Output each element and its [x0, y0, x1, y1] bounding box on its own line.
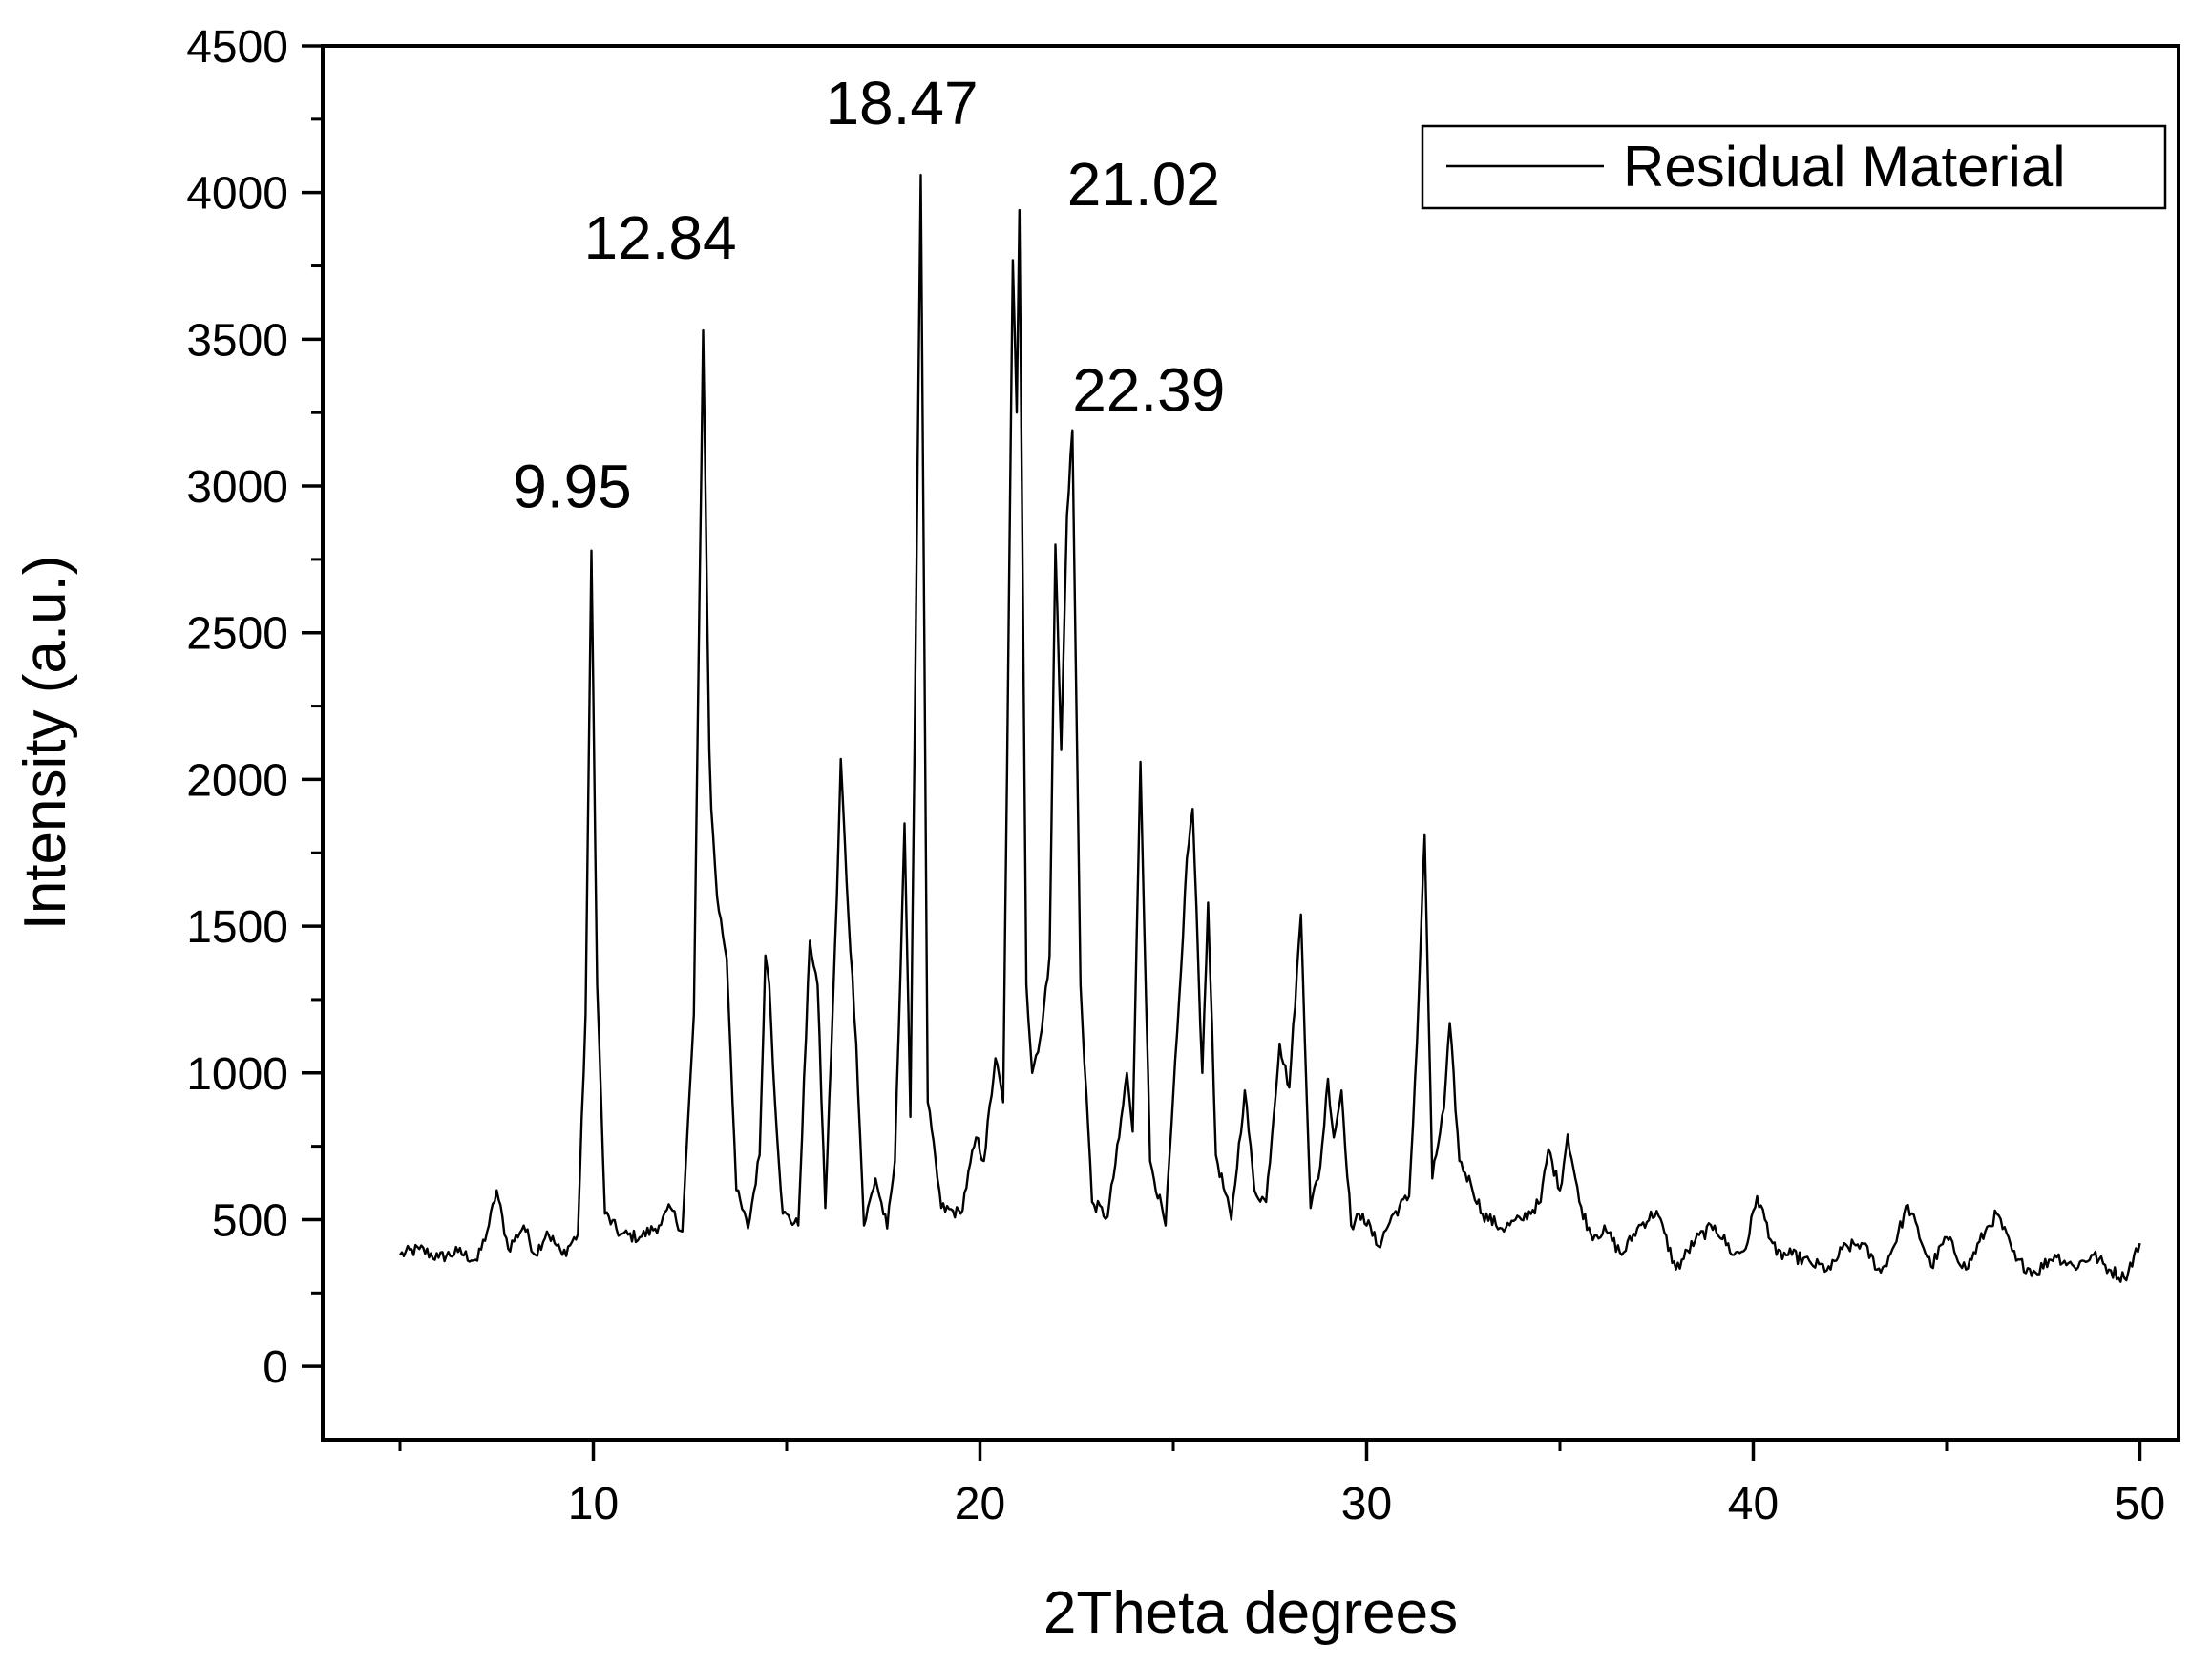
x-tick-label: 30: [1341, 1479, 1392, 1529]
peak-label: 21.02: [1067, 150, 1220, 219]
y-tick-label: 2500: [186, 609, 288, 660]
series-line-residual-material: [399, 174, 2141, 1283]
x-axis-ticks: 10 20 30 40 50: [398, 1440, 2165, 1529]
x-tick-label: 10: [568, 1479, 619, 1529]
y-axis-ticks: 0 500 1000 1500 2000 2500 3000 3500 4000 4500: [186, 22, 323, 1393]
peak-label: 18.47: [825, 69, 978, 137]
y-tick-label: 4500: [186, 22, 288, 73]
y-tick-label: 3000: [186, 462, 288, 513]
peak-label: 12.84: [583, 203, 736, 272]
x-axis-title: 2Theta degrees: [1043, 1580, 1458, 1646]
x-tick-label: 50: [2115, 1479, 2165, 1529]
y-tick-label: 0: [263, 1342, 288, 1393]
y-tick-label: 1000: [186, 1049, 288, 1100]
x-tick-label: 40: [1728, 1479, 1779, 1529]
peak-annotations: 9.95 12.84 18.47 21.02 22.39: [513, 69, 1225, 520]
peak-label: 9.95: [513, 453, 632, 521]
legend-label: Residual Material: [1623, 135, 2066, 199]
y-tick-label: 1500: [186, 902, 288, 953]
peak-label: 22.39: [1072, 356, 1225, 425]
legend: Residual Material: [1421, 124, 2167, 210]
plot-frame: [321, 44, 2180, 1442]
x-tick-label: 20: [955, 1479, 1005, 1529]
y-tick-label: 3500: [186, 315, 288, 366]
y-tick-label: 4000: [186, 169, 288, 220]
y-tick-label: 2000: [186, 755, 288, 806]
y-tick-label: 500: [212, 1195, 288, 1246]
y-axis-title: Intensity (a.u.): [12, 556, 78, 931]
